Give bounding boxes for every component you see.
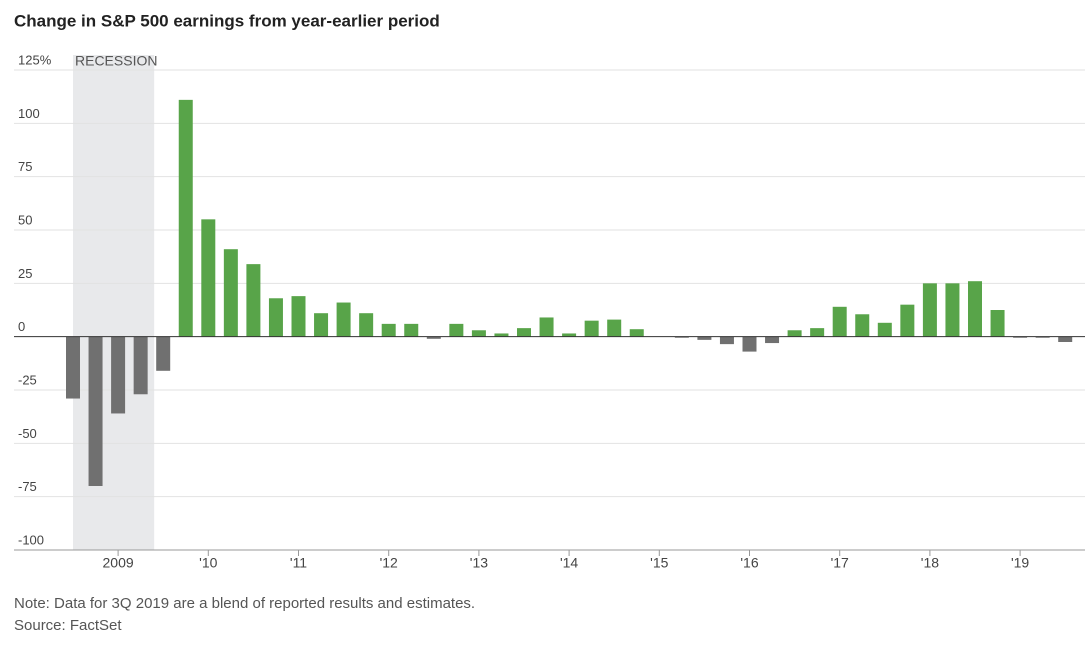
bar — [742, 336, 757, 352]
bar — [674, 336, 689, 338]
bar — [381, 323, 396, 337]
y-tick-label: 50 — [18, 212, 32, 227]
bar — [562, 333, 577, 337]
y-tick-label: 25 — [18, 266, 32, 281]
y-tick-label: 125% — [18, 52, 52, 67]
bar — [223, 249, 238, 337]
note: Note: Data for 3Q 2019 are a blend of re… — [14, 595, 475, 612]
bar — [268, 298, 283, 337]
bar — [584, 320, 599, 337]
bar — [832, 306, 847, 337]
y-tick-label: -50 — [18, 426, 37, 441]
bar — [607, 319, 622, 337]
bar — [922, 283, 937, 337]
bar — [990, 310, 1005, 337]
bar — [66, 336, 80, 399]
y-tick-label: 100 — [18, 106, 40, 121]
bar — [449, 323, 464, 337]
bar — [494, 333, 509, 337]
x-tick-label: '10 — [199, 555, 217, 571]
bar — [900, 304, 915, 337]
bar — [945, 283, 960, 337]
bar — [787, 330, 802, 337]
bar — [426, 336, 441, 339]
bar — [629, 329, 644, 337]
bar — [765, 336, 780, 344]
bar — [810, 328, 825, 337]
bar — [88, 336, 103, 486]
bar — [359, 313, 374, 337]
bar — [968, 281, 982, 337]
x-tick-label: '19 — [1011, 555, 1029, 571]
y-tick-label: -25 — [18, 372, 37, 387]
x-tick-label: '16 — [740, 555, 758, 571]
x-tick-label: 2009 — [103, 555, 134, 571]
bar — [855, 314, 870, 337]
bar — [314, 313, 329, 337]
bar — [1013, 336, 1028, 338]
bar — [291, 296, 306, 337]
bar — [156, 336, 171, 371]
bar — [178, 99, 193, 337]
bar — [336, 302, 351, 337]
bar — [471, 330, 486, 337]
bar — [539, 317, 554, 337]
bar — [111, 336, 126, 414]
y-tick-label: 0 — [18, 319, 25, 334]
bar — [719, 336, 734, 345]
x-tick-label: '17 — [831, 555, 849, 571]
y-tick-label: 75 — [18, 159, 32, 174]
x-tick-label: '14 — [560, 555, 578, 571]
x-tick-label: '18 — [921, 555, 939, 571]
recession-shade — [73, 55, 155, 550]
x-tick-label: '15 — [650, 555, 668, 571]
bar — [877, 322, 892, 337]
recession-label: RECESSION — [75, 53, 157, 69]
y-tick-label: -100 — [18, 532, 44, 547]
bar — [246, 264, 261, 337]
x-tick-label: '13 — [470, 555, 488, 571]
chart-title: Change in S&P 500 earnings from year-ear… — [14, 11, 440, 30]
bar — [517, 328, 531, 337]
y-tick-label: -75 — [18, 479, 37, 494]
bar — [133, 336, 148, 395]
source: Source: FactSet — [14, 617, 122, 634]
x-tick-label: '11 — [290, 555, 307, 571]
bar — [697, 336, 712, 340]
bar — [404, 323, 419, 337]
bar — [1058, 336, 1073, 342]
x-tick-label: '12 — [380, 555, 398, 571]
bar — [201, 219, 216, 337]
bar — [1035, 336, 1050, 338]
